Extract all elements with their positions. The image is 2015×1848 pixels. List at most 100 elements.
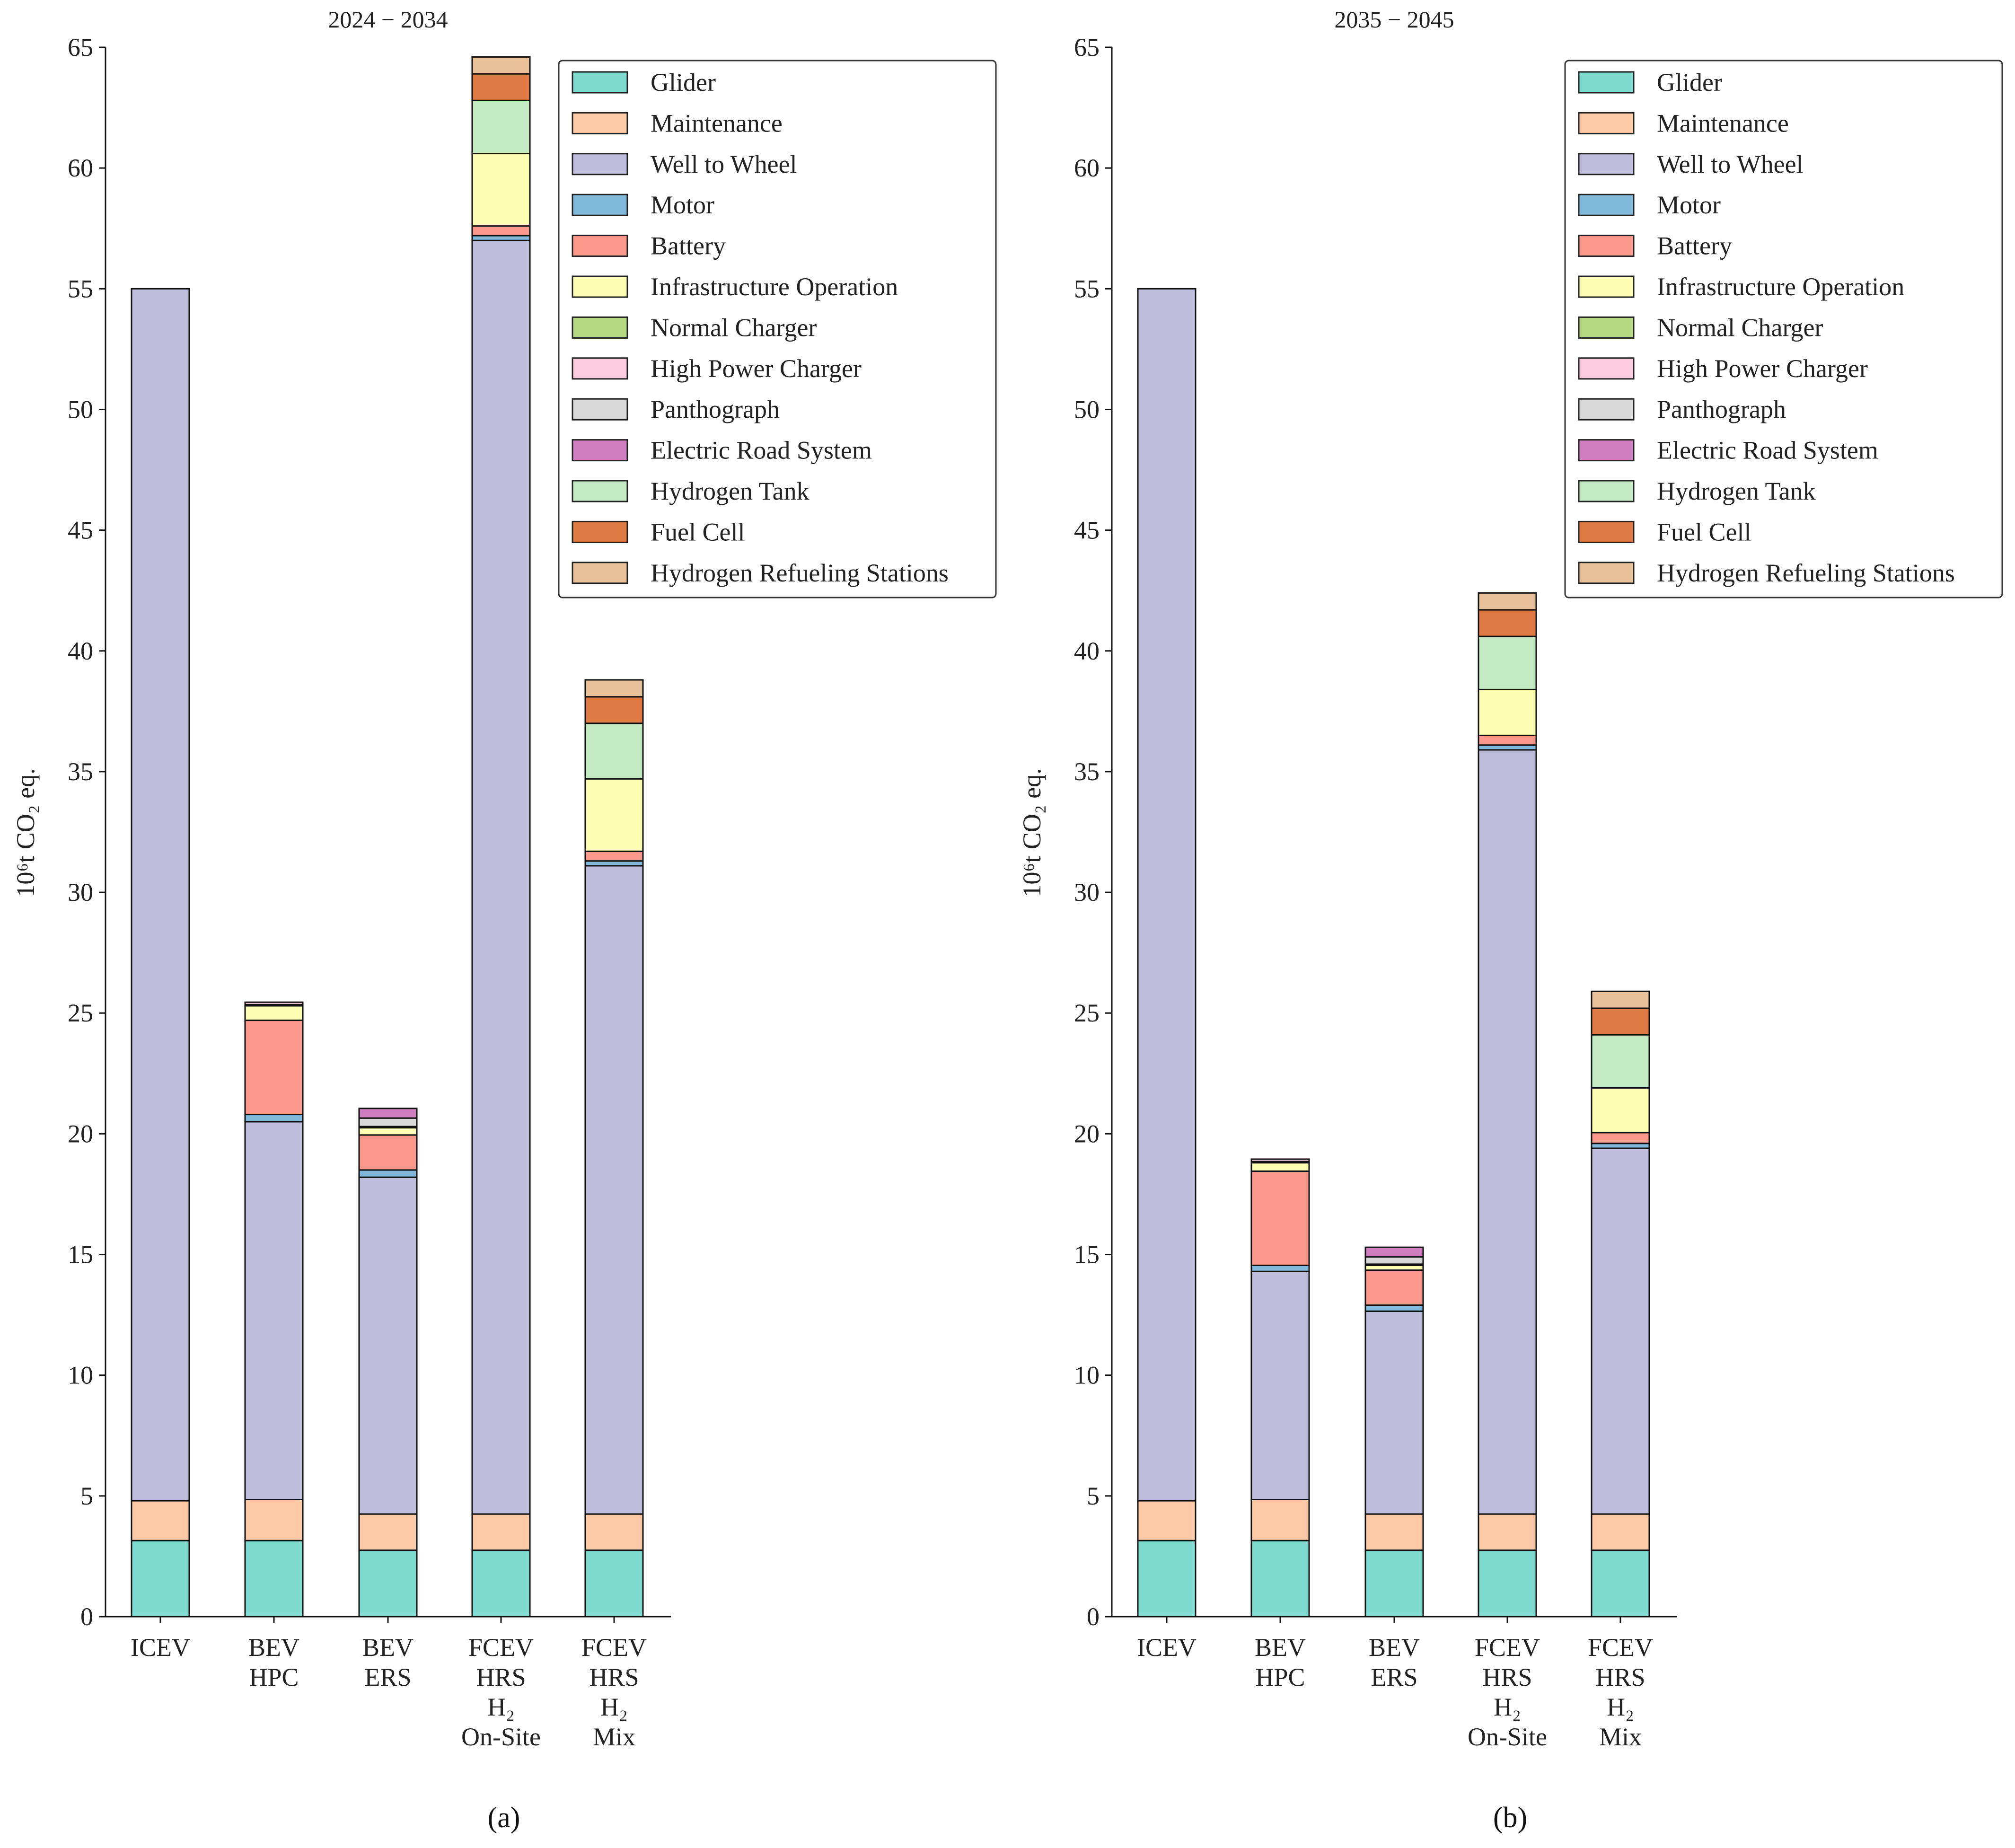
- bar-segment-infrastructure-operation: [1364, 1265, 1424, 1271]
- legend-swatch: [1578, 316, 1635, 339]
- x-tick-label-line: Mix: [1599, 1723, 1642, 1751]
- bar-stack: [244, 1001, 304, 1618]
- bar-segment-motor: [471, 235, 531, 241]
- bar-stack: [1364, 1246, 1424, 1618]
- x-tick-label-line: BEV: [1369, 1633, 1420, 1662]
- y-tick-label: 20: [1074, 1119, 1100, 1148]
- x-tick-label: BEV HPC: [248, 1633, 299, 1691]
- bar-segment-motor: [1591, 1143, 1650, 1149]
- legend-swatch: [572, 275, 628, 298]
- bar-segment-infrastructure-operation: [471, 153, 531, 227]
- legend-label: Maintenance: [1657, 109, 1789, 137]
- bar-segment-infrastructure-operation: [1250, 1162, 1310, 1172]
- bar-segment-fuel-cell: [584, 696, 644, 724]
- legend-label: Hydrogen Tank: [651, 477, 810, 505]
- legend-item: Maintenance: [572, 109, 783, 137]
- bar-segment-hydrogen-tank: [584, 722, 644, 780]
- legend-item: Motor: [572, 191, 714, 219]
- x-tick-label: FCEV HRS H₂ Mix: [1588, 1633, 1653, 1751]
- y-axis-label: 10⁶t CO₂ eq.: [11, 768, 40, 897]
- legend-label: Hydrogen Refueling Stations: [1657, 559, 1955, 587]
- bar-segment-maintenance: [1250, 1499, 1310, 1541]
- y-tick-label: 55: [1074, 274, 1100, 303]
- bar-segment-hydrogen-tank: [1478, 635, 1537, 690]
- legend-label: Motor: [651, 191, 714, 219]
- bar-segment-maintenance: [1137, 1500, 1197, 1541]
- legend-swatch: [572, 439, 628, 462]
- legend-swatch: [572, 480, 628, 502]
- legend-label: Battery: [651, 232, 726, 260]
- legend-swatch: [572, 562, 628, 584]
- legend-label: Infrastructure Operation: [1657, 273, 1904, 301]
- bar-segment-glider: [358, 1549, 418, 1618]
- bar-segment-motor: [1478, 744, 1537, 751]
- legend-item: Hydrogen Refueling Stations: [1578, 559, 1955, 587]
- x-tick-label-line: BEV: [248, 1633, 299, 1662]
- legend-item: Maintenance: [1578, 109, 1789, 137]
- legend-label: Hydrogen Refueling Stations: [651, 559, 949, 587]
- y-tick-label: 60: [68, 154, 93, 182]
- legend-label: Well to Wheel: [1657, 150, 1804, 178]
- legend-item: Hydrogen Tank: [1578, 477, 1816, 505]
- x-tick-label-line: ICEV: [131, 1633, 190, 1662]
- legend-swatch: [1578, 357, 1635, 380]
- bar-segment-well-to-wheel: [471, 239, 531, 1515]
- y-tick-label: 25: [1074, 999, 1100, 1027]
- legend-swatch: [1578, 194, 1635, 216]
- legend-item: Infrastructure Operation: [1578, 273, 1904, 301]
- x-tick-label-line: FCEV: [1475, 1633, 1540, 1662]
- legend-box: [558, 60, 997, 598]
- legend-swatch: [1578, 153, 1635, 176]
- bar-segment-maintenance: [358, 1513, 418, 1551]
- legend-label: Glider: [651, 68, 716, 97]
- legend-item: Normal Charger: [572, 313, 817, 342]
- x-tick-label-line: FCEV: [581, 1633, 647, 1662]
- legend-swatch: [572, 316, 628, 339]
- bar-segment-motor: [244, 1114, 304, 1123]
- legend-swatch: [1578, 562, 1635, 584]
- bar-segment-well-to-wheel: [584, 865, 644, 1515]
- bar-stack: [471, 56, 531, 1618]
- x-tick-label-line: H₂: [487, 1693, 515, 1721]
- x-tick-label-line: HPC: [249, 1663, 299, 1691]
- x-tick-label-line: HPC: [1255, 1663, 1305, 1691]
- bar-segment-maintenance: [131, 1500, 190, 1541]
- x-tick-label-line: H₂: [600, 1693, 628, 1721]
- legend: Glider Maintenance Well to Wheel Motor Batte…: [558, 60, 997, 598]
- bar-segment-glider: [1250, 1540, 1310, 1618]
- bar-segment-hydrogen-refueling-stations: [584, 679, 644, 698]
- y-tick-label: 35: [68, 757, 93, 786]
- legend-item: Electric Road System: [1578, 436, 1878, 465]
- x-tick-label-line: HRS: [589, 1663, 639, 1691]
- x-tick-label-line: H₂: [1607, 1693, 1634, 1721]
- y-tick-label: 65: [68, 33, 93, 62]
- legend-item: Electric Road System: [572, 436, 872, 465]
- y-tick-label: 35: [1074, 757, 1100, 786]
- legend-item: Hydrogen Refueling Stations: [572, 559, 949, 587]
- bar-segment-fuel-cell: [471, 73, 531, 101]
- x-tick-label: FCEV HRS H₂ Mix: [581, 1633, 647, 1751]
- legend-label: Motor: [1657, 191, 1721, 219]
- legend-item: Hydrogen Tank: [572, 477, 810, 505]
- legend-swatch: [1578, 235, 1635, 257]
- bar-segment-well-to-wheel: [1364, 1310, 1424, 1515]
- legend-item: Normal Charger: [1578, 313, 1823, 342]
- y-tick-label: 0: [1087, 1602, 1100, 1631]
- x-tick-label: ICEV: [1137, 1633, 1197, 1662]
- bar-segment-well-to-wheel: [244, 1121, 304, 1501]
- y-tick-label: 10: [68, 1361, 93, 1390]
- bar-segment-well-to-wheel: [131, 288, 190, 1502]
- legend-swatch: [572, 112, 628, 134]
- bar-segment-hydrogen-refueling-stations: [1478, 592, 1537, 611]
- bar-segment-electric-road-system: [1364, 1246, 1424, 1258]
- legend-item: Fuel Cell: [572, 518, 745, 546]
- legend-item: Battery: [1578, 232, 1732, 260]
- legend-label: Battery: [1657, 232, 1732, 260]
- legend-swatch: [1578, 275, 1635, 298]
- bar-segment-battery: [584, 850, 644, 862]
- bar-segment-infrastructure-operation: [358, 1127, 418, 1136]
- x-tick-label: FCEV HRS H₂ On-Site: [461, 1633, 541, 1751]
- legend-item: Well to Wheel: [572, 150, 797, 178]
- x-tick-label-line: ERS: [1371, 1663, 1417, 1691]
